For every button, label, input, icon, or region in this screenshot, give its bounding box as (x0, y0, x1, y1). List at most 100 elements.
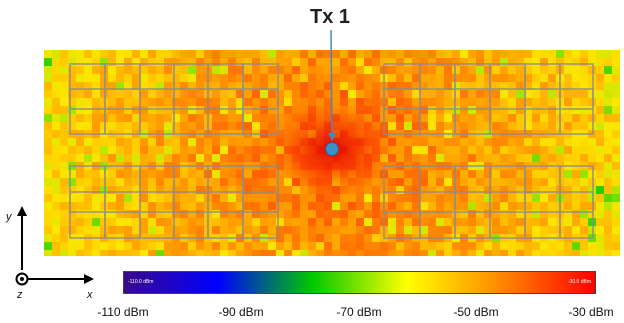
heatmap-cell (564, 178, 572, 186)
heatmap-cell (108, 146, 116, 154)
heatmap-cell (404, 74, 412, 82)
heatmap-cell (468, 122, 476, 130)
heatmap-cell (348, 234, 356, 242)
heatmap-cell (356, 82, 364, 90)
heatmap-cell (444, 106, 452, 114)
heatmap-cell (492, 66, 500, 74)
heatmap-cell (548, 66, 556, 74)
heatmap-cell (596, 250, 604, 256)
heatmap-cell (292, 58, 300, 66)
heatmap-cell (156, 90, 164, 98)
heatmap-cell (332, 74, 340, 82)
heatmap-cell (140, 98, 148, 106)
heatmap-cell (532, 146, 540, 154)
heatmap-cell (60, 66, 68, 74)
heatmap-cell (100, 202, 108, 210)
heatmap-cell (372, 74, 380, 82)
heatmap-cell (148, 154, 156, 162)
heatmap-cell (228, 194, 236, 202)
heatmap-cell (516, 114, 524, 122)
heatmap-cell (68, 114, 76, 122)
heatmap-cell (436, 74, 444, 82)
heatmap-cell (540, 218, 548, 226)
heatmap-cell (420, 178, 428, 186)
heatmap-cell (140, 82, 148, 90)
heatmap-cell (516, 186, 524, 194)
heatmap-cell (44, 58, 52, 66)
heatmap-cell (124, 186, 132, 194)
heatmap-cell (116, 242, 124, 250)
heatmap-cell (220, 106, 228, 114)
heatmap-cell (276, 66, 284, 74)
heatmap-cell (228, 146, 236, 154)
heatmap-cell (412, 194, 420, 202)
heatmap-cell (404, 186, 412, 194)
heatmap-cell (252, 170, 260, 178)
heatmap-cell (468, 58, 476, 66)
heatmap-cell (284, 74, 292, 82)
heatmap-cell (396, 122, 404, 130)
heatmap-cell (340, 218, 348, 226)
heatmap-cell (460, 210, 468, 218)
heatmap-cell (572, 218, 580, 226)
heatmap-cell (484, 58, 492, 66)
heatmap-cell (84, 250, 92, 256)
heatmap-cell (532, 210, 540, 218)
heatmap-cell (524, 154, 532, 162)
heatmap-cell (124, 202, 132, 210)
heatmap-cell (260, 74, 268, 82)
heatmap-cell (140, 250, 148, 256)
heatmap-cell (124, 98, 132, 106)
heatmap-cell (108, 178, 116, 186)
heatmap-cell (484, 98, 492, 106)
heatmap-cell (340, 90, 348, 98)
heatmap-cell (300, 242, 308, 250)
heatmap-cell (92, 74, 100, 82)
heatmap-cell (316, 82, 324, 90)
heatmap-cell (84, 242, 92, 250)
heatmap-cell (612, 122, 620, 130)
heatmap-cell (452, 178, 460, 186)
heatmap-cell (612, 74, 620, 82)
heatmap-cell (116, 58, 124, 66)
heatmap-cell (444, 114, 452, 122)
heatmap-cell (268, 58, 276, 66)
heatmap-cell (164, 154, 172, 162)
heatmap-cell (212, 202, 220, 210)
heatmap-cell (124, 122, 132, 130)
heatmap-cell (100, 218, 108, 226)
heatmap-cell (540, 138, 548, 146)
heatmap-cell (156, 114, 164, 122)
heatmap-cell (140, 66, 148, 74)
heatmap-cell (572, 90, 580, 98)
heatmap-cell (412, 202, 420, 210)
heatmap-cell (252, 98, 260, 106)
heatmap-cell (492, 90, 500, 98)
heatmap-cell (124, 138, 132, 146)
heatmap-cell (612, 90, 620, 98)
heatmap-cell (332, 58, 340, 66)
heatmap-cell (556, 154, 564, 162)
heatmap-cell (548, 122, 556, 130)
heatmap-cell (372, 186, 380, 194)
heatmap-cell (180, 170, 188, 178)
heatmap-cell (604, 106, 612, 114)
heatmap-cell (484, 146, 492, 154)
heatmap-cell (84, 66, 92, 74)
heatmap-cell (52, 138, 60, 146)
heatmap-cell (564, 58, 572, 66)
heatmap-cell (68, 178, 76, 186)
heatmap-cell (76, 106, 84, 114)
heatmap-cell (580, 226, 588, 234)
heatmap-cell (220, 202, 228, 210)
heatmap-cell (60, 138, 68, 146)
heatmap-cell (564, 154, 572, 162)
heatmap-cell (508, 202, 516, 210)
heatmap-cell (108, 218, 116, 226)
heatmap-cell (276, 210, 284, 218)
heatmap-cell (372, 90, 380, 98)
heatmap-cell (68, 90, 76, 98)
heatmap-cell (180, 186, 188, 194)
heatmap-cell (252, 58, 260, 66)
